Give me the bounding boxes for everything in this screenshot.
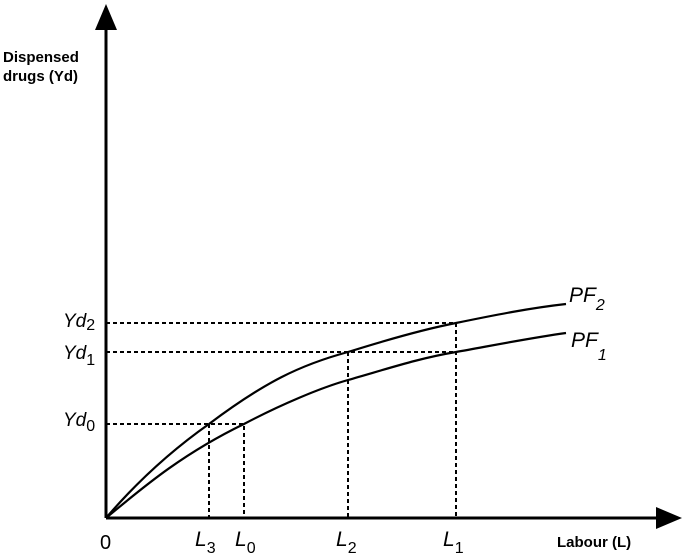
yd0-label-sub: 0 <box>86 418 95 435</box>
l0-label-base: L <box>235 528 247 551</box>
yd2-label: Yd2 <box>63 311 95 334</box>
y-axis-arrowhead <box>95 4 117 30</box>
l1-label-base: L <box>443 528 455 551</box>
y-axis-title-line-2: drugs (Yd) <box>3 68 78 85</box>
pf1-label-sub: 1 <box>598 347 607 364</box>
yd0-label-base: Yd <box>63 410 88 431</box>
yd2-label-base: Yd <box>63 311 88 332</box>
pf1-label-base: PF <box>571 329 599 352</box>
l0-label-sub: 0 <box>247 540 256 557</box>
l2-label-sub: 2 <box>348 540 357 557</box>
pf2-label-base: PF <box>569 284 597 307</box>
yd2-label-sub: 2 <box>86 317 95 334</box>
l3-label-sub: 3 <box>207 540 216 557</box>
x-axis-arrowhead <box>656 507 682 529</box>
yd0-guide <box>106 423 245 518</box>
yd1-label: Yd1 <box>63 343 95 369</box>
l0-label: L0 <box>235 528 256 557</box>
l2-label-base: L <box>336 528 348 551</box>
yd1-label-sub: 1 <box>86 352 95 369</box>
x-axis-title: Labour (L) <box>557 534 631 551</box>
pf1-label: PF1 <box>571 329 607 364</box>
pf2-label: PF2 <box>569 284 605 314</box>
yd1-label-base: Yd <box>63 343 88 364</box>
l3-label-base: L <box>195 528 207 551</box>
y-axis-title: Dispensed drugs (Yd) <box>3 49 83 85</box>
origin-label: 0 <box>100 532 111 554</box>
l1-label: L1 <box>443 528 464 557</box>
pf2-curve <box>105 302 567 519</box>
l3-label: L3 <box>195 528 216 557</box>
l1-label-sub: 1 <box>455 540 464 557</box>
guide-lines <box>106 322 457 518</box>
axes <box>95 4 682 529</box>
y-axis-title-line-1: Dispensed <box>3 49 79 66</box>
pf2-label-sub: 2 <box>595 297 605 314</box>
pf1-curve <box>105 331 567 519</box>
l2-label: L2 <box>336 528 357 557</box>
yd0-label: Yd0 <box>63 410 95 435</box>
